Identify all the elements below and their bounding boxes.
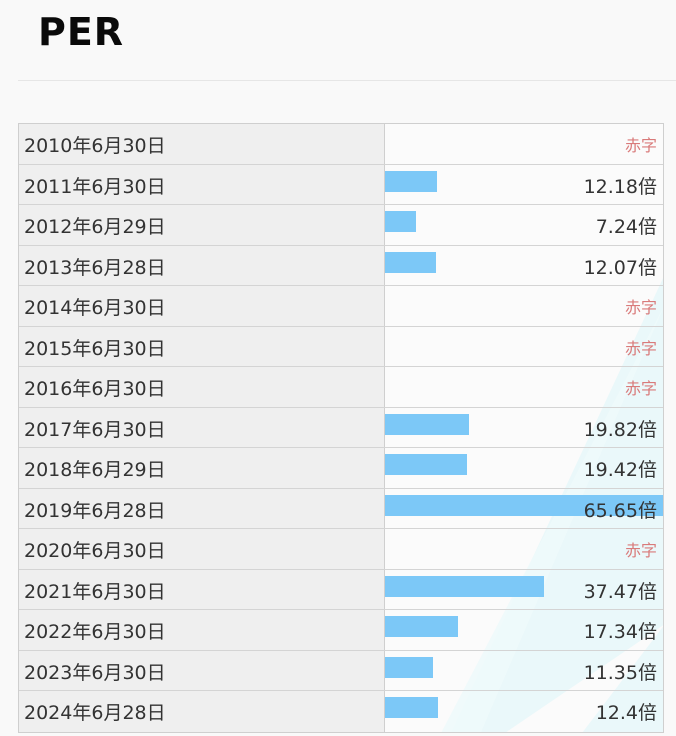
- title-divider: [18, 80, 676, 81]
- per-value-label: 19.82倍: [583, 418, 657, 441]
- deficit-label: 赤字: [624, 541, 657, 560]
- table-row: 2023年6月30日 11.35倍: [19, 650, 663, 691]
- value-cell: 12.18倍: [385, 165, 663, 205]
- value-cell: 12.4倍: [385, 691, 663, 732]
- date-label: 2021年6月30日: [19, 569, 385, 609]
- table-row: 2015年6月30日 赤字: [19, 326, 663, 367]
- per-value-label: 7.24倍: [595, 216, 657, 238]
- value-cell: 19.82倍: [385, 408, 663, 448]
- date-label: 2013年6月28日: [19, 245, 385, 285]
- value-cell: 赤字: [385, 286, 663, 326]
- per-bar: [385, 575, 544, 597]
- value-cell: 赤字: [385, 367, 663, 407]
- value-cell: 7.24倍: [385, 205, 663, 245]
- per-bar: [385, 170, 437, 192]
- date-label: 2023年6月30日: [19, 650, 385, 690]
- table-row: 2022年6月30日 17.34倍: [19, 610, 663, 651]
- per-value-label: 12.18倍: [583, 175, 657, 198]
- date-label: 2017年6月30日: [19, 407, 385, 447]
- per-value-label: 12.07倍: [583, 256, 657, 279]
- per-bar: [385, 454, 467, 475]
- date-label: 2014年6月30日: [19, 286, 385, 326]
- date-label: 2015年6月30日: [19, 326, 385, 366]
- value-cell: 19.42倍: [385, 448, 663, 488]
- deficit-label: 赤字: [624, 136, 657, 155]
- value-cell: 赤字: [385, 529, 663, 569]
- table-row: 2011年6月30日 12.18倍: [19, 164, 663, 205]
- date-label: 2018年6月29日: [19, 448, 385, 488]
- date-label: 2020年6月30日: [19, 529, 385, 569]
- per-bar: [385, 616, 458, 637]
- table-row: 2021年6月30日 37.47倍: [19, 569, 663, 610]
- value-cell: 17.34倍: [385, 610, 663, 650]
- table-row: 2019年6月28日 65.65倍: [19, 488, 663, 529]
- table-row: 2014年6月30日 赤字: [19, 286, 663, 327]
- table-row: 2017年6月30日 19.82倍: [19, 407, 663, 448]
- value-cell: 37.47倍: [385, 570, 663, 610]
- per-value-label: 12.4倍: [595, 702, 657, 724]
- per-value-label: 19.42倍: [583, 459, 657, 481]
- date-label: 2019年6月28日: [19, 488, 385, 528]
- table-row: 2012年6月29日 7.24倍: [19, 205, 663, 246]
- per-value-label: 37.47倍: [583, 580, 657, 603]
- per-value-label: 65.65倍: [583, 499, 657, 522]
- per-bar: [385, 656, 433, 678]
- date-label: 2016年6月30日: [19, 367, 385, 407]
- per-bar: [385, 211, 416, 232]
- deficit-label: 赤字: [624, 338, 657, 358]
- date-label: 2022年6月30日: [19, 610, 385, 650]
- table-row: 2024年6月28日 12.4倍: [19, 691, 663, 732]
- per-bar: [385, 697, 438, 718]
- per-bar: [385, 494, 663, 516]
- table-row: 2020年6月30日 赤字: [19, 529, 663, 570]
- per-value-label: 11.35倍: [583, 661, 657, 684]
- table-row: 2016年6月30日 赤字: [19, 367, 663, 408]
- table-row: 2010年6月30日 赤字: [19, 124, 663, 165]
- table-row: 2018年6月29日 19.42倍: [19, 448, 663, 489]
- date-label: 2010年6月30日: [19, 124, 385, 164]
- date-label: 2024年6月28日: [19, 691, 385, 732]
- per-value-label: 17.34倍: [583, 621, 657, 643]
- deficit-label: 赤字: [624, 298, 657, 317]
- per-table: 2010年6月30日 赤字 2011年6月30日 12.18倍 2012年6月29日 7.…: [18, 123, 664, 733]
- value-cell: 65.65倍: [385, 489, 663, 529]
- value-cell: 12.07倍: [385, 246, 663, 286]
- deficit-label: 赤字: [624, 379, 657, 398]
- value-cell: 赤字: [385, 124, 663, 164]
- per-bar: [385, 413, 469, 435]
- value-cell: 赤字: [385, 327, 663, 367]
- table-row: 2013年6月28日 12.07倍: [19, 245, 663, 286]
- page-title: PER: [38, 10, 125, 54]
- date-label: 2011年6月30日: [19, 164, 385, 204]
- date-label: 2012年6月29日: [19, 205, 385, 245]
- value-cell: 11.35倍: [385, 651, 663, 691]
- per-bar: [385, 251, 436, 273]
